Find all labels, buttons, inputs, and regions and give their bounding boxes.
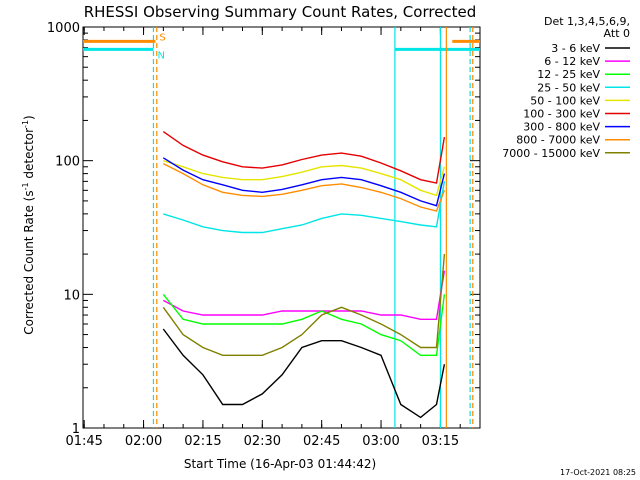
series-line-3: [162, 293, 446, 356]
legend-entry-label: 3 - 6 keV: [551, 42, 600, 55]
plot-frame: [82, 26, 481, 429]
x-tick-label: 02:15: [184, 434, 221, 449]
series-line-2: [162, 270, 446, 320]
x-tick-label: 02:45: [303, 434, 340, 449]
series-line-5: [163, 160, 446, 197]
series-line-8: [162, 162, 446, 212]
y-tick-label: 10: [63, 288, 80, 303]
night-flag-label: N: [157, 50, 164, 61]
legend-entry-label: 100 - 300 keV: [523, 108, 600, 121]
saa-flag-label: S: [159, 32, 165, 43]
series-line-4: [163, 181, 446, 234]
series-line-9: [162, 254, 446, 356]
legend-entry-label: 50 - 100 keV: [530, 94, 600, 107]
series-line-6: [162, 131, 446, 184]
series-line-7: [162, 157, 446, 207]
legend-title: Det 1,3,4,5,6,9,: [544, 15, 630, 28]
footer-date: 17-Oct-2021 08:25: [560, 468, 636, 477]
legend-subtitle: Att 0: [604, 27, 630, 40]
legend-entry-label: 7000 - 15000 keV: [502, 147, 600, 160]
legend-entry-label: 6 - 12 keV: [544, 55, 600, 68]
legend-entry-label: 300 - 800 keV: [523, 121, 600, 134]
y-tick-label: 1: [72, 422, 80, 437]
legend-entry-label: 12 - 25 keV: [537, 68, 600, 81]
chart-title: RHESSI Observing Summary Count Rates, Co…: [84, 3, 477, 21]
y-tick-label: 1000: [47, 21, 80, 36]
x-tick-label: 02:30: [244, 434, 281, 449]
series-line-1: [162, 328, 446, 419]
x-tick-label: 01:45: [65, 434, 102, 449]
legend-entry-label: 800 - 7000 keV: [516, 134, 600, 147]
legend-entry-label: 25 - 50 keV: [537, 81, 600, 94]
y-tick-label: 100: [55, 155, 80, 170]
x-axis-label: Start Time (16-Apr-03 01:44:42): [184, 457, 376, 471]
x-tick-label: 02:00: [125, 434, 162, 449]
y-axis-label: Corrected Count Rate (s-1 detector-1): [21, 115, 36, 334]
x-tick-label: 03:00: [362, 434, 399, 449]
x-tick-label: 03:15: [422, 434, 459, 449]
